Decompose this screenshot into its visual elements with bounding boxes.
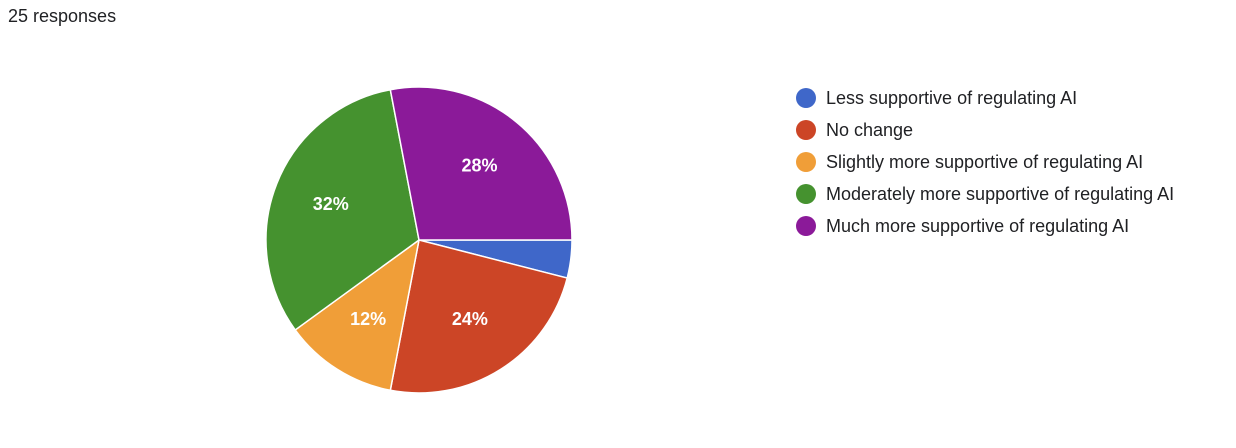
legend-label: Less supportive of regulating AI	[826, 88, 1078, 108]
pie-slice	[389, 239, 569, 394]
pie-slice	[265, 88, 420, 331]
legend-swatch	[796, 152, 816, 172]
slice-label: 32%	[313, 194, 349, 214]
pie-slice	[389, 86, 573, 241]
legend-item: Slightly more supportive of regulating A…	[796, 148, 1196, 176]
legend-item: Moderately more supportive of regulating…	[796, 180, 1196, 208]
response-count: 25 responses	[8, 6, 117, 26]
legend-label: Much more supportive of regulating AI	[826, 216, 1130, 236]
legend-item: Less supportive of regulating AI	[796, 84, 1196, 112]
legend-item: Much more supportive of regulating AI	[796, 212, 1196, 240]
legend-swatch	[796, 184, 816, 204]
legend-label: Moderately more supportive of regulating…	[826, 184, 1175, 204]
legend-swatch	[796, 88, 816, 108]
slice-label: 24%	[452, 309, 488, 329]
legend-swatch	[796, 216, 816, 236]
legend: Less supportive of regulating AI No chang…	[796, 84, 1196, 244]
slice-label: 12%	[350, 309, 386, 329]
legend-label: No change	[826, 120, 914, 140]
pie-slice	[294, 238, 421, 392]
legend-item: No change	[796, 116, 1196, 144]
slice-label: 28%	[461, 156, 497, 176]
legend-label: Slightly more supportive of regulating A…	[826, 152, 1144, 172]
legend-swatch	[796, 120, 816, 140]
